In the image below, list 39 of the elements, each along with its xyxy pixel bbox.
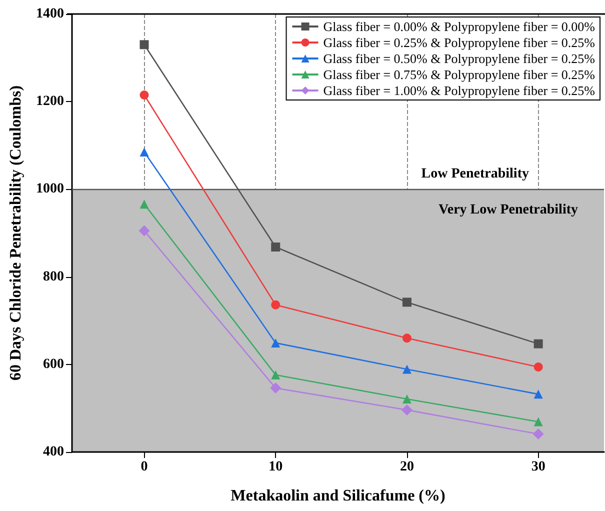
- point: [140, 40, 149, 50]
- point: [402, 298, 412, 307]
- y-tick-label: 800: [43, 269, 64, 284]
- point: [401, 404, 412, 416]
- y-tick-label: 400: [43, 444, 64, 460]
- x-axis-title: Metakaolin and Silicafume (%): [230, 488, 446, 504]
- point: [534, 417, 543, 426]
- band-label: Very Low Penetrability: [438, 202, 578, 218]
- x-tick-label: 30: [531, 460, 546, 474]
- y-tick-label: 1000: [36, 182, 64, 197]
- point: [138, 225, 150, 236]
- legend-label: Glass fiber = 1.00% & Polypropylene fiber = 0.25%: [323, 83, 596, 98]
- point: [270, 382, 282, 394]
- ref-line-label: Low Penetrability: [421, 166, 529, 182]
- legend-label: Glass fiber = 0.00% & Polypropylene fiber = 0.00%: [323, 19, 596, 34]
- point: [402, 334, 412, 343]
- point: [271, 370, 280, 380]
- point: [140, 90, 149, 100]
- point: [271, 242, 280, 252]
- legend-label: Glass fiber = 0.50% & Polypropylene fiber = 0.25%: [323, 51, 596, 66]
- point: [534, 390, 543, 399]
- point: [402, 364, 412, 374]
- point: [534, 362, 543, 372]
- point: [534, 339, 543, 348]
- y-axis-title: 60 Days Chloride Penetrability (Coulombs): [8, 85, 24, 381]
- point: [271, 300, 280, 310]
- y-tick-label: 1400: [36, 6, 64, 22]
- y-tick-label: 600: [43, 356, 64, 372]
- x-tick-label: 0: [140, 460, 148, 474]
- point: [140, 200, 149, 209]
- point: [140, 147, 149, 156]
- point: [532, 428, 544, 440]
- legend-label: Glass fiber = 0.75% & Polypropylene fiber = 0.25%: [323, 67, 596, 82]
- legend-label: Glass fiber = 0.25% & Polypropylene fiber = 0.25%: [323, 35, 596, 50]
- x-tick-label: 20: [400, 460, 414, 474]
- x-tick-label: 10: [268, 460, 283, 474]
- point: [271, 338, 280, 348]
- point: [402, 394, 412, 404]
- y-tick-label: 1200: [36, 94, 64, 110]
